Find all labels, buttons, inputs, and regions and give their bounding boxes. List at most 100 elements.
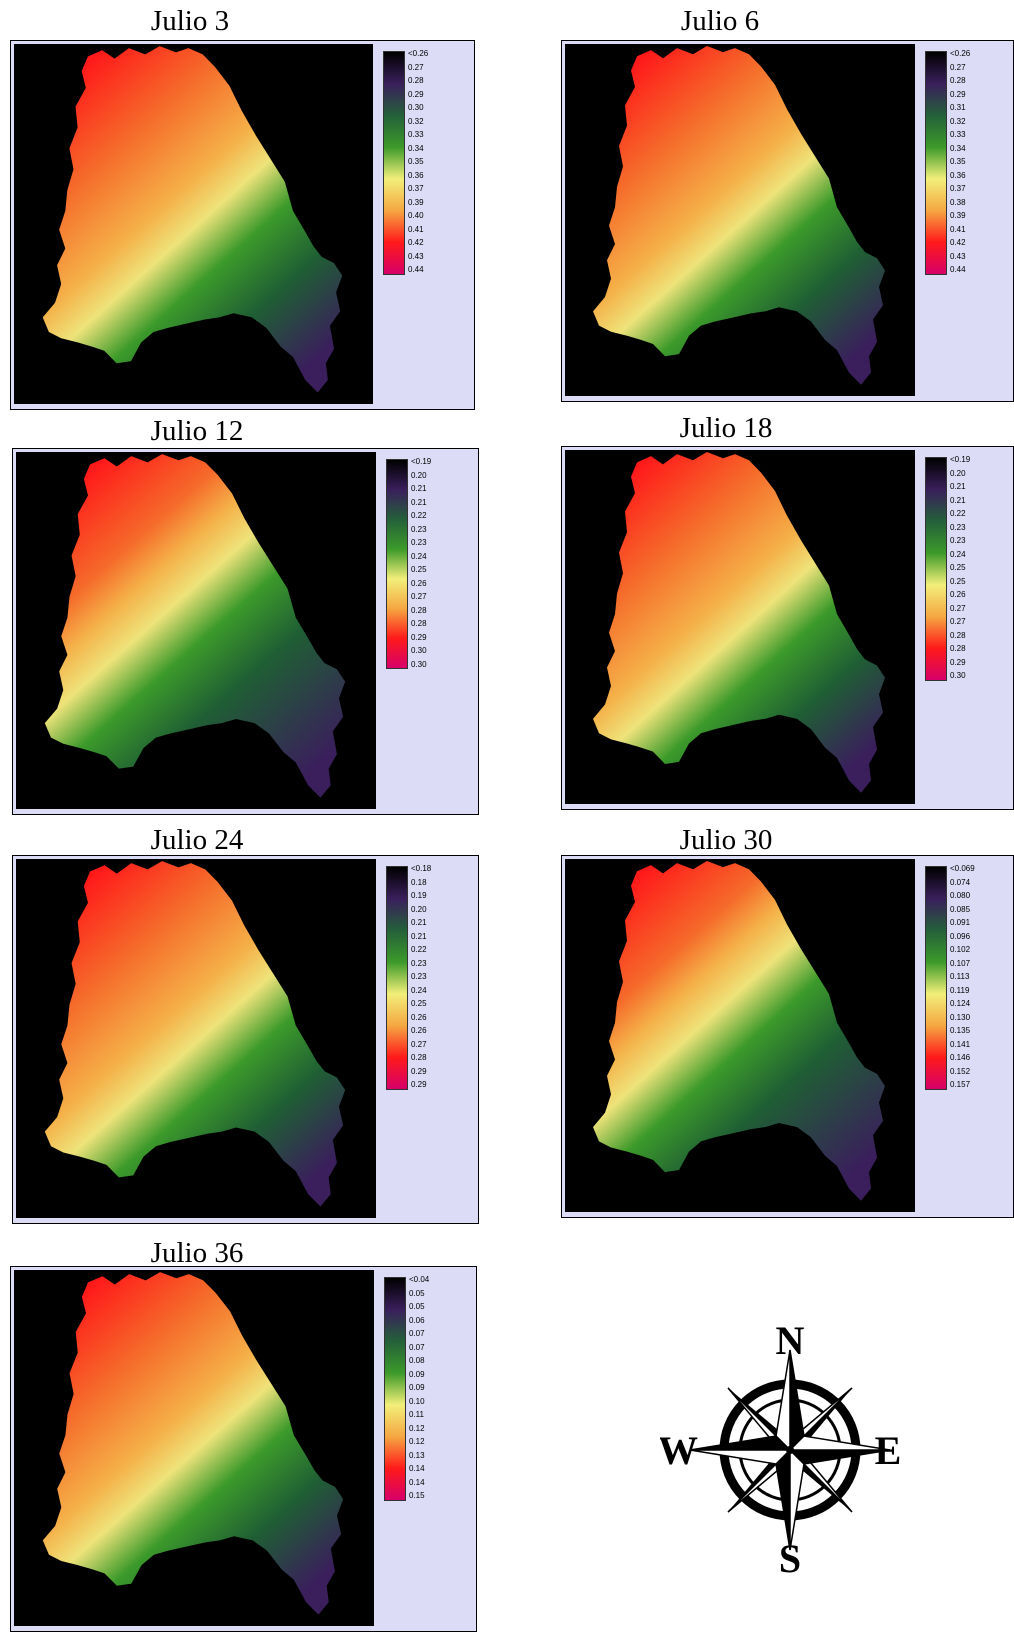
legend-label: <0.19 (411, 457, 432, 466)
raster-map (14, 1270, 374, 1626)
legend-label: <0.04 (409, 1275, 430, 1284)
legend-label: 0.07 (409, 1342, 425, 1352)
legend-label: 0.07 (409, 1329, 425, 1338)
region-shape (593, 452, 885, 793)
legend-label: 0.30 (411, 659, 427, 669)
legend-label: 0.26 (950, 590, 966, 599)
legend-label: 0.26 (411, 1012, 427, 1022)
legend-label: 0.146 (950, 1053, 971, 1062)
legend-label: 0.21 (411, 931, 427, 941)
raster-map (16, 859, 376, 1218)
legend-label: 0.35 (408, 157, 424, 166)
legend-label: 0.20 (411, 470, 427, 480)
legend-label: 0.12 (409, 1423, 425, 1433)
compass-east-label: E (875, 1428, 902, 1473)
legend-label: 0.27 (411, 592, 427, 601)
legend-label: <0.069 (950, 864, 975, 873)
legend-label: 0.24 (411, 985, 427, 995)
region-shape (44, 861, 346, 1207)
map-panel-julio-12: <0.19 0.20 0.21 0.21 0.22 0.23 0.23 0.24 0.25 0.2… (12, 448, 479, 815)
legend-label: 0.085 (950, 904, 971, 914)
legend-label: 0.42 (950, 238, 966, 247)
legend-label: 0.09 (409, 1383, 425, 1392)
raster-map (14, 44, 373, 404)
legend-label: 0.24 (411, 551, 427, 561)
legend-label: 0.25 (411, 999, 427, 1008)
legend-label: 0.28 (411, 619, 427, 628)
legend-label: 0.27 (950, 617, 966, 626)
region-shape (44, 454, 346, 798)
legend-label: 0.37 (408, 184, 424, 193)
legend-label: 0.18 (411, 877, 427, 887)
legend-label: 0.33 (950, 130, 966, 139)
compass-west-label: W (660, 1428, 698, 1473)
legend-label: 0.124 (950, 999, 971, 1008)
legend-label: 0.23 (411, 538, 427, 547)
legend-label: 0.096 (950, 931, 971, 941)
legend-label: <0.19 (950, 455, 971, 464)
legend-label: 0.29 (950, 657, 966, 667)
legend-label: 0.06 (409, 1315, 425, 1325)
legend-label: 0.107 (950, 958, 971, 968)
legend-label: 0.119 (950, 985, 970, 995)
legend-label: 0.102 (950, 945, 971, 954)
legend-label: 0.10 (409, 1396, 425, 1406)
legend-label: 0.14 (409, 1477, 425, 1487)
legend-color-ramp (386, 459, 408, 669)
map-panel-julio-18: <0.19 0.20 0.21 0.21 0.22 0.23 0.23 0.24 0.25 0.2… (561, 446, 1014, 810)
title-julio-12: Julio 12 (150, 415, 244, 447)
legend-color-ramp (384, 1277, 406, 1501)
legend-label: 0.080 (950, 891, 971, 900)
legend-label: 0.23 (411, 972, 427, 981)
legend-label: 0.14 (409, 1464, 425, 1473)
legend-label: 0.23 (950, 536, 966, 545)
legend-label: 0.21 (950, 482, 966, 491)
legend-label: 0.44 (408, 265, 424, 274)
raster-map (565, 450, 915, 804)
legend-label: 0.20 (411, 904, 427, 914)
compass-north-label: N (776, 1322, 805, 1363)
legend-label: 0.41 (950, 224, 966, 234)
legend-label: 0.05 (409, 1302, 425, 1311)
legend-label: 0.32 (950, 116, 966, 126)
legend-label: 0.08 (409, 1356, 425, 1365)
map-panel-julio-24: <0.18 0.18 0.19 0.20 0.21 0.21 0.22 0.23 0.23 0.2… (12, 855, 479, 1224)
legend-label: 0.130 (950, 1012, 971, 1022)
legend-label: 0.22 (950, 509, 966, 518)
legend-label: 0.19 (411, 891, 427, 900)
legend-label: 0.20 (950, 468, 966, 478)
legend-label: 0.34 (950, 143, 966, 153)
legend-label: 0.33 (408, 130, 424, 139)
legend-color-ramp (925, 51, 947, 275)
legend-label: 0.05 (409, 1288, 425, 1298)
legend-label: 0.11 (409, 1410, 424, 1419)
legend-label: 0.26 (411, 1026, 427, 1035)
region-shape (42, 46, 343, 393)
legend-label: 0.22 (411, 511, 427, 520)
map-panel-julio-3: <0.26 0.27 0.28 0.29 0.30 0.32 0.33 0.34 0.35 0.3… (10, 40, 475, 410)
legend-label: 0.21 (950, 495, 966, 505)
legend-label: 0.21 (411, 484, 427, 493)
legend-label: 0.36 (950, 170, 966, 180)
legend-label: 0.27 (411, 1039, 427, 1049)
legend-label: <0.26 (408, 49, 429, 58)
compass-rose: N S E W (660, 1322, 905, 1577)
legend-label: 0.21 (411, 497, 427, 507)
legend-label: 0.37 (950, 184, 966, 193)
legend-label: <0.26 (950, 49, 971, 58)
legend-label: 0.30 (408, 103, 424, 112)
legend-label: 0.13 (409, 1450, 425, 1460)
legend-label: 0.29 (411, 632, 427, 642)
legend-label: 0.35 (950, 157, 966, 166)
legend-label: 0.28 (950, 76, 966, 85)
legend-label: 0.29 (411, 1066, 427, 1076)
legend-label: 0.39 (408, 197, 424, 207)
legend-label: 0.36 (408, 170, 424, 180)
title-julio-30: Julio 30 (679, 824, 773, 856)
legend-label: 0.30 (411, 646, 427, 655)
legend-label: 0.157 (950, 1080, 971, 1089)
title-julio-36: Julio 36 (150, 1237, 244, 1269)
legend-label: 0.42 (408, 238, 424, 247)
legend-label: 0.152 (950, 1066, 971, 1076)
legend-color-ramp (383, 51, 405, 275)
